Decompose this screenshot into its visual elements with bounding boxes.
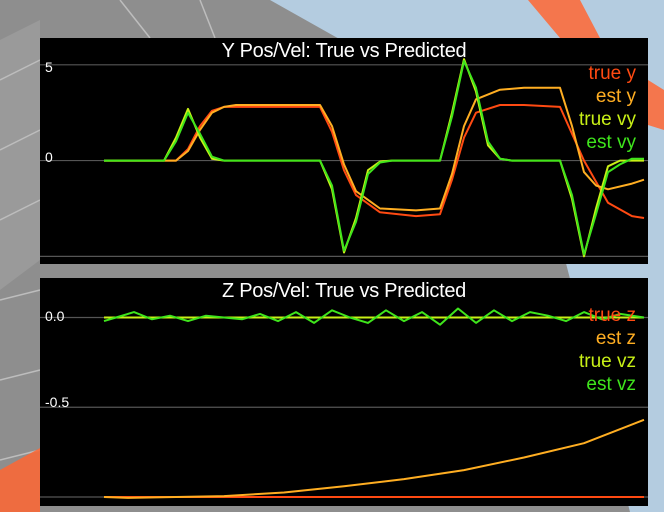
y-chart-legend: true y est y true vy est vy <box>579 62 636 154</box>
z-tick-label-neg05: -0.5 <box>45 394 70 410</box>
y-legend-true-vy: true vy <box>578 109 636 130</box>
z-series-line-est-z <box>103 418 645 499</box>
z-legend-true-vz: true vz <box>578 351 636 372</box>
y-tick-label-0: 0 <box>45 149 53 165</box>
y-legend-est-vy: est vy <box>586 132 636 153</box>
y-series-line-true-y <box>104 104 645 219</box>
z-chart-plot <box>40 307 648 499</box>
z-legend-est-z: est z <box>595 328 636 349</box>
y-legend-true-y: true y <box>588 63 636 84</box>
y-legend-est-y: est y <box>595 86 636 107</box>
y-series-line-true-vy <box>104 58 644 258</box>
z-chart-panel: Z Pos/Vel: True vs Predicted 0.0 -0.5 tr… <box>40 278 648 506</box>
y-chart-plot <box>40 58 648 258</box>
z-tick-label-0: 0.0 <box>45 308 65 324</box>
y-chart-title: Y Pos/Vel: True vs Predicted <box>221 40 467 62</box>
z-series-line-est-vz <box>103 307 645 326</box>
y-tick-label-5: 5 <box>45 59 53 75</box>
y-series-line-est-vy <box>104 60 644 256</box>
y-series-line-est-y <box>104 86 645 212</box>
z-chart-title: Z Pos/Vel: True vs Predicted <box>222 280 466 302</box>
z-legend-est-vz: est vz <box>586 374 636 395</box>
z-chart-legend: true z est z true vz est vz <box>579 304 636 396</box>
z-legend-true-z: true z <box>588 305 636 326</box>
y-chart-panel: Y Pos/Vel: True vs Predicted 5 0 true y … <box>40 38 648 264</box>
